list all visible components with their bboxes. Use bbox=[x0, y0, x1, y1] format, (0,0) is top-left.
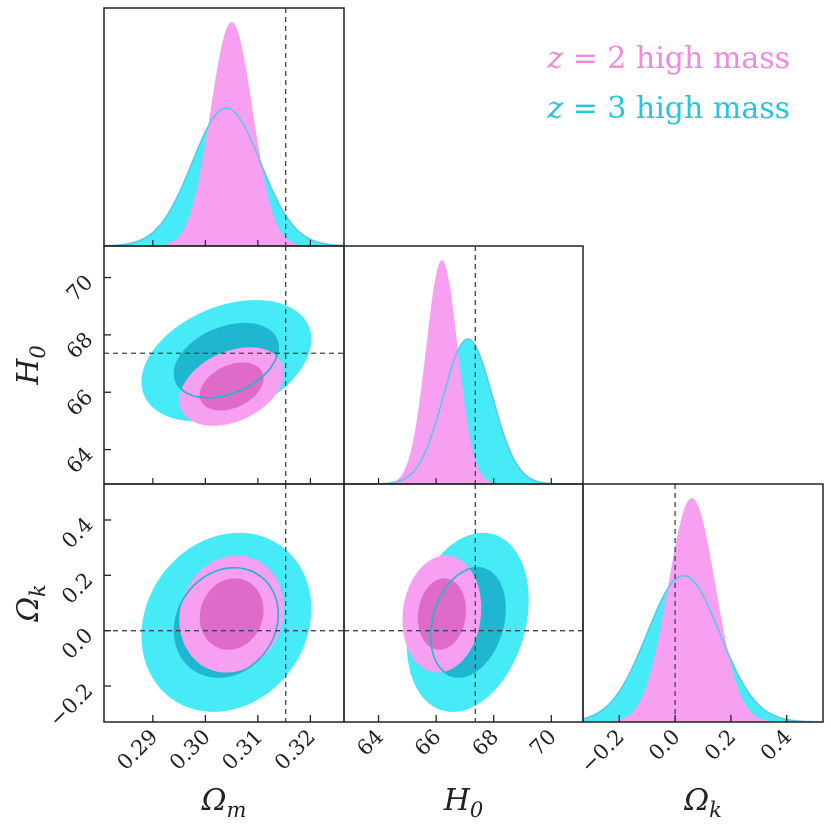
marginal-line-z3 bbox=[583, 574, 823, 722]
svg-text:Ωm: Ωm bbox=[201, 783, 247, 822]
marginal-panel-Ok bbox=[583, 498, 823, 722]
marginal-z2 bbox=[583, 498, 823, 722]
svg-text:Ωk: Ωk bbox=[683, 783, 722, 822]
x-tick-label: 0.4 bbox=[756, 725, 797, 766]
contour-inner-z2 bbox=[199, 578, 264, 650]
svg-text:H0: H0 bbox=[443, 783, 484, 822]
x-tick-label: 0.32 bbox=[270, 725, 320, 775]
x-tick-label: 66 bbox=[410, 725, 446, 761]
x-axis-label-omega-k: Ωk bbox=[683, 783, 722, 822]
svg-text:Ωk: Ωk bbox=[11, 584, 50, 623]
x-axis-label-h0: H0 bbox=[443, 783, 484, 822]
marginal-z2 bbox=[344, 260, 583, 484]
x-axis-label-omega-m: Ωm bbox=[201, 783, 247, 822]
y-tick-label: 68 bbox=[62, 327, 98, 363]
x-tick-label: 0.2 bbox=[700, 725, 741, 766]
contour-panel-Om-H0 bbox=[141, 300, 312, 426]
x-tick-label: 70 bbox=[525, 725, 561, 761]
y-tick-label: −0.2 bbox=[45, 679, 98, 732]
y-tick-label: 70 bbox=[62, 270, 98, 306]
panel-frame bbox=[582, 483, 824, 723]
legend-entry-z2: z = 2 high mass bbox=[546, 41, 790, 76]
y-tick-label: 66 bbox=[62, 385, 98, 421]
marginal-z2 bbox=[104, 22, 344, 246]
x-tick-label: −0.2 bbox=[576, 725, 629, 778]
contour-panel-Om-Ok bbox=[141, 532, 312, 712]
contour-line-z3 bbox=[173, 566, 280, 678]
svg-text:H0: H0 bbox=[11, 345, 50, 386]
y-axis-label-omega-k: Ωk bbox=[11, 584, 50, 623]
x-tick-label: 0.0 bbox=[644, 725, 685, 766]
contour-inner-z2 bbox=[417, 578, 466, 650]
guide-layer bbox=[104, 8, 676, 722]
marginal-panel-H0 bbox=[344, 260, 583, 484]
y-tick-label: 0.0 bbox=[57, 623, 98, 664]
marginal-line-z3 bbox=[104, 107, 344, 246]
contour-line-z3 bbox=[173, 322, 280, 399]
x-tick-label: 64 bbox=[352, 725, 388, 761]
frame-layer bbox=[103, 7, 824, 723]
contour-layer bbox=[104, 22, 823, 722]
y-tick-label: 64 bbox=[62, 442, 98, 478]
contour-line-z3 bbox=[429, 566, 506, 678]
legend-entry-z3: z = 3 high mass bbox=[546, 91, 790, 126]
contour-panel-H0-Ok bbox=[402, 532, 529, 712]
marginal-panel-Om bbox=[104, 22, 344, 246]
x-tick-label: 0.30 bbox=[165, 725, 215, 775]
x-tick-label: 0.31 bbox=[217, 725, 267, 775]
y-axis-label-h0: H0 bbox=[11, 345, 50, 386]
contour-inner-z2 bbox=[199, 362, 264, 411]
y-tick-label: 0.2 bbox=[57, 568, 98, 609]
y-tick-label: 0.4 bbox=[57, 513, 98, 554]
x-tick-label: 68 bbox=[467, 725, 503, 761]
x-tick-label: 0.29 bbox=[112, 725, 162, 775]
